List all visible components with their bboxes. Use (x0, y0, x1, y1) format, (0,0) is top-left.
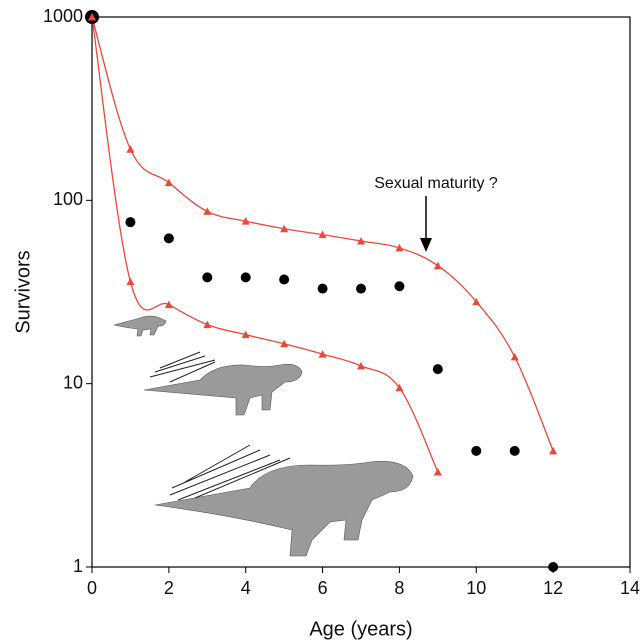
x-tick-label: 4 (241, 578, 251, 598)
data-point (164, 300, 173, 309)
x-tick-label: 10 (466, 578, 486, 598)
data-point (164, 178, 173, 187)
data-point (203, 207, 212, 215)
x-tick-label: 6 (318, 578, 328, 598)
x-tick-label: 0 (87, 578, 97, 598)
data-point (163, 233, 174, 244)
y-tick-label: 1 (73, 556, 83, 576)
y-tick-label: 10 (63, 372, 83, 392)
data-point (357, 361, 365, 370)
y-axis-label: Survivors (12, 250, 34, 333)
data-point (318, 350, 327, 358)
annotation-arrow (420, 196, 432, 252)
data-point (280, 224, 289, 233)
data-point (472, 297, 481, 306)
data-point (203, 320, 212, 329)
data-point (433, 467, 442, 476)
data-point (318, 230, 327, 239)
data-point (279, 274, 290, 285)
data-point (202, 272, 213, 283)
data-point (88, 13, 96, 21)
data-point (549, 446, 558, 455)
data-point (510, 352, 519, 361)
plot-frame (91, 16, 631, 568)
data-point (280, 339, 289, 348)
data-point (240, 272, 251, 283)
data-point (357, 237, 365, 245)
data-point (509, 445, 520, 456)
data-point (356, 283, 366, 294)
dinosaur-illustrations (113, 315, 414, 557)
data-point (395, 243, 404, 252)
data-point (394, 281, 405, 292)
x-axis-label: Age (years) (309, 618, 412, 640)
data-point (433, 261, 442, 270)
x-tick-label: 14 (620, 578, 640, 598)
x-tick-label: 12 (543, 578, 563, 598)
data-point (126, 145, 135, 153)
data-point (241, 217, 250, 225)
data-point (432, 364, 443, 375)
data-point (125, 217, 136, 228)
data-point (241, 330, 250, 339)
data-point (317, 283, 328, 294)
data-point (395, 383, 404, 392)
x-tick-label: 8 (394, 578, 404, 598)
annotation: Sexual maturity ? (374, 175, 498, 192)
data-point (471, 445, 482, 456)
x-tick-label: 2 (164, 578, 174, 598)
y-tick-label: 100 (53, 189, 83, 209)
data-point (126, 277, 135, 286)
data-point (548, 562, 559, 572)
y-tick-label: 1000 (43, 6, 83, 26)
